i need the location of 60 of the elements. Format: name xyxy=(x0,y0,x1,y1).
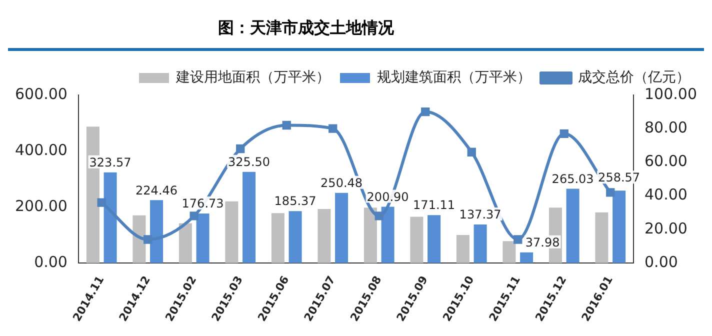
y-tick-label: 400.00 xyxy=(14,140,68,159)
data-label: 325.50 xyxy=(228,154,270,169)
bar xyxy=(566,188,580,264)
point xyxy=(144,235,152,244)
bar xyxy=(150,200,164,264)
point xyxy=(97,198,106,207)
point xyxy=(606,188,615,197)
bar xyxy=(271,213,284,264)
legend-label: 成交总价（亿元） xyxy=(578,70,690,86)
data-label: 323.57 xyxy=(89,156,132,170)
point xyxy=(190,212,198,220)
data-label: 250.48 xyxy=(320,176,363,190)
y2-tick-label: 80.00 xyxy=(644,118,688,136)
bar xyxy=(520,252,534,264)
legend-label: 建设用地面积（万平米） xyxy=(175,70,330,86)
y2-tick-label: 0.00 xyxy=(644,252,678,271)
y-tick-label: 200.00 xyxy=(14,196,68,215)
data-label: 137.37 xyxy=(459,208,502,222)
data-label: 258.57 xyxy=(598,170,640,185)
data-label: 224.46 xyxy=(136,183,178,198)
data-label: 37.98 xyxy=(525,236,560,250)
bar xyxy=(242,172,256,264)
data-label: 265.03 xyxy=(552,172,594,186)
bar xyxy=(364,208,377,264)
bar xyxy=(474,224,487,264)
data-label: 176.73 xyxy=(182,196,224,211)
point xyxy=(514,235,522,244)
bar xyxy=(225,201,238,264)
data-label: 200.90 xyxy=(366,190,409,204)
bar xyxy=(595,212,608,264)
bar xyxy=(381,206,394,264)
point xyxy=(421,107,430,116)
bar xyxy=(178,223,192,264)
y2-tick-label: 40.00 xyxy=(644,186,688,204)
point xyxy=(374,212,384,220)
bar xyxy=(410,216,424,264)
y2-tick-label: 100.00 xyxy=(644,84,698,103)
bar xyxy=(196,214,210,264)
point xyxy=(282,120,291,130)
bar xyxy=(502,241,516,264)
data-label: 185.37 xyxy=(274,194,316,208)
y-tick-label: 600.00 xyxy=(14,84,68,103)
bar xyxy=(318,208,331,264)
legend-label: 规划建筑面积（万平米） xyxy=(377,70,531,86)
point xyxy=(236,144,245,154)
y2-tick-label: 20.00 xyxy=(644,219,688,238)
point xyxy=(328,124,338,133)
point xyxy=(560,129,568,138)
bar xyxy=(612,190,626,264)
bar xyxy=(104,172,117,264)
y2-tick-label: 60.00 xyxy=(644,152,688,170)
bar xyxy=(335,192,348,264)
bar xyxy=(132,215,146,264)
bar xyxy=(456,235,470,264)
chart-title: 图：天津市成交土地情况 xyxy=(217,17,395,39)
data-label: 171.11 xyxy=(413,198,456,212)
point xyxy=(467,148,476,156)
y-tick-label: 0.00 xyxy=(34,252,68,271)
bar xyxy=(288,211,302,264)
bar xyxy=(428,215,441,264)
